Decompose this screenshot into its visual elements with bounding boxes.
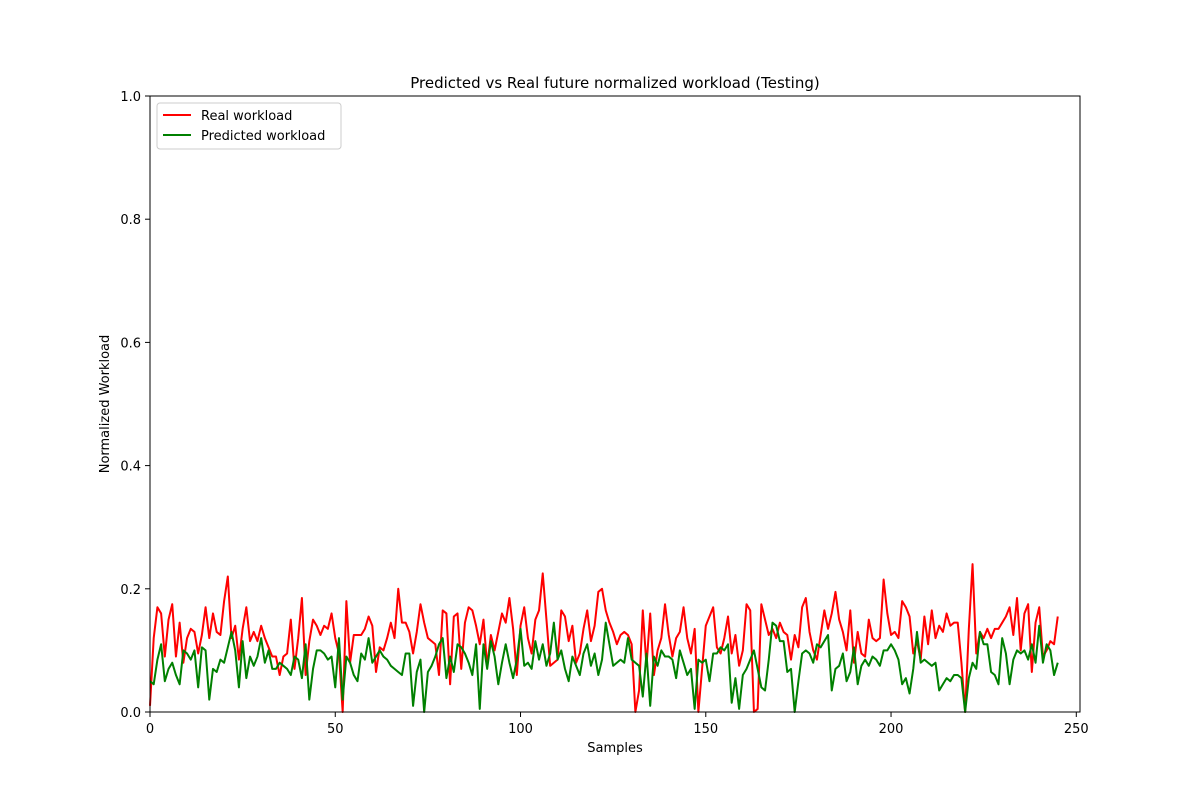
y-tick-label: 0.6	[120, 336, 141, 351]
legend-label-real: Real workload	[201, 109, 292, 124]
y-axis-ticks: 0.0 0.2 0.4 0.6 0.8 1.0	[120, 90, 150, 721]
chart-title: Predicted vs Real future normalized work…	[410, 74, 819, 92]
legend-box	[156, 102, 342, 150]
x-tick-label: 0	[146, 722, 154, 737]
y-tick-label: 1.0	[120, 90, 141, 105]
y-tick-label: 0.0	[120, 706, 141, 721]
x-tick-label: 50	[327, 722, 344, 737]
x-tick-label: 250	[1064, 722, 1089, 737]
y-tick-label: 0.8	[120, 213, 141, 228]
y-axis-label: Normalized Workload	[98, 335, 113, 474]
legend: Real workload Predicted workload	[156, 102, 342, 150]
x-axis-ticks: 0 50 100 150 200 250	[146, 712, 1089, 737]
x-tick-label: 100	[508, 722, 533, 737]
real-workload-line	[149, 563, 1059, 713]
x-tick-label: 150	[693, 722, 718, 737]
x-axis-label: Samples	[587, 741, 643, 756]
legend-label-predicted: Predicted workload	[201, 129, 325, 144]
predicted-workload-line	[149, 621, 1059, 713]
y-tick-label: 0.2	[120, 583, 141, 598]
x-tick-label: 200	[879, 722, 904, 737]
plot-frame	[149, 95, 1081, 713]
series-lines	[149, 563, 1059, 713]
y-tick-label: 0.4	[120, 460, 141, 475]
